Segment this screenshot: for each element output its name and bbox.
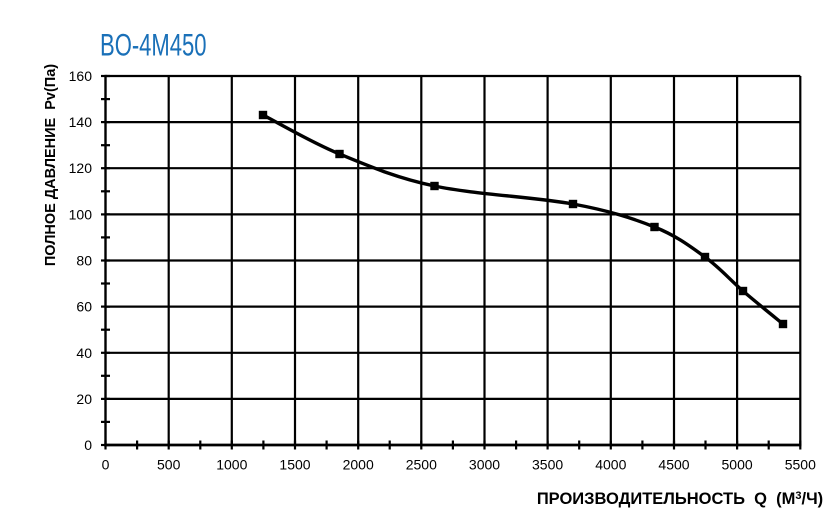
- svg-text:3500: 3500: [532, 457, 563, 473]
- svg-text:BO-4M450: BO-4M450: [100, 27, 207, 63]
- svg-text:80: 80: [76, 253, 92, 269]
- svg-text:40: 40: [76, 345, 92, 361]
- svg-text:60: 60: [76, 299, 92, 315]
- svg-text:5000: 5000: [722, 457, 753, 473]
- svg-text:ПОЛНОЕ ДАВЛЕНИЕ Pv(Па): ПОЛНОЕ ДАВЛЕНИЕ Pv(Па): [43, 64, 59, 266]
- svg-text:5500: 5500: [785, 457, 816, 473]
- svg-text:4000: 4000: [595, 457, 626, 473]
- svg-text:140: 140: [69, 114, 93, 130]
- svg-text:0: 0: [102, 457, 110, 473]
- svg-text:ПРОИЗВОДИТЕЛЬНОСТЬ Q (М3/Ч): ПРОИЗВОДИТЕЛЬНОСТЬ Q (М3/Ч): [537, 490, 823, 508]
- svg-text:120: 120: [69, 160, 93, 176]
- svg-text:500: 500: [157, 457, 181, 473]
- svg-text:1500: 1500: [279, 457, 310, 473]
- svg-text:0: 0: [84, 437, 92, 453]
- svg-text:160: 160: [69, 68, 93, 84]
- svg-text:100: 100: [69, 206, 93, 222]
- svg-text:2500: 2500: [406, 457, 437, 473]
- svg-text:4500: 4500: [658, 457, 689, 473]
- svg-text:20: 20: [76, 391, 92, 407]
- svg-text:2000: 2000: [343, 457, 374, 473]
- svg-text:3000: 3000: [469, 457, 500, 473]
- svg-text:1000: 1000: [216, 457, 247, 473]
